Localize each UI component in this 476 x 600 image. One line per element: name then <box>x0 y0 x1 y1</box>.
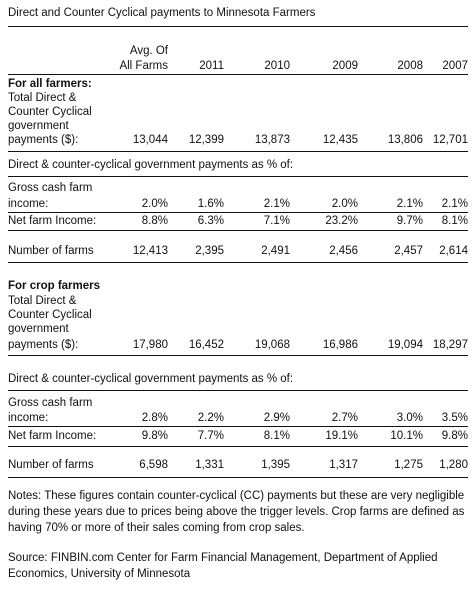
row-label-payments: government <box>8 323 69 335</box>
section-heading-all: For all farmers: <box>8 78 92 90</box>
row-label-net: Net farm Income: <box>8 430 97 442</box>
col-header-2011: 2011 <box>199 60 224 72</box>
section-heading-crop: For crop farmers <box>8 280 101 292</box>
col-header-2009: 2009 <box>332 60 358 72</box>
cell-value: 1,317 <box>329 459 358 471</box>
cell-value: 19,068 <box>254 339 290 351</box>
cell-value: 2.1% <box>396 198 423 210</box>
row-label-payments: Total Direct & <box>8 92 77 104</box>
cell-value: 8.1% <box>263 430 290 442</box>
cell-value: 8.1% <box>441 215 468 227</box>
cell-value: 2.0% <box>141 198 168 210</box>
col-header-avg: Avg. Of <box>129 45 168 57</box>
divider <box>8 477 468 478</box>
divider <box>8 151 468 152</box>
source-text: Source: FINBIN.com Center for Farm Finan… <box>8 552 438 580</box>
cell-value: 13,806 <box>387 134 423 146</box>
pct-heading: Direct & counter-cyclical government pay… <box>8 373 294 385</box>
divider <box>8 212 468 213</box>
cell-value: 1,275 <box>394 459 423 471</box>
cell-value: 12,413 <box>132 245 168 257</box>
cell-value: 17,980 <box>132 339 168 351</box>
row-label-payments: Counter Cyclical <box>8 106 92 118</box>
row-label-payments: Total Direct & <box>8 295 77 307</box>
cell-value: 12,701 <box>432 134 468 146</box>
row-label-gross: Gross cash farm <box>8 182 93 194</box>
cell-value: 2.1% <box>441 198 468 210</box>
cell-value: 16,986 <box>322 339 358 351</box>
cell-value: 13,044 <box>132 134 168 146</box>
page-title: Direct and Counter Cyclical payments to … <box>8 7 316 19</box>
divider <box>8 446 468 447</box>
cell-value: 3.5% <box>441 412 468 424</box>
cell-value: 23.2% <box>325 215 358 227</box>
cell-value: 13,873 <box>254 134 290 146</box>
row-label-payments: government <box>8 120 69 132</box>
cell-value: 1,280 <box>439 459 468 471</box>
divider <box>8 262 468 263</box>
cell-value: 9.8% <box>141 430 168 442</box>
col-header-2010: 2010 <box>264 60 290 72</box>
row-label-farms: Number of farms <box>8 245 94 257</box>
cell-value: 6.3% <box>197 215 224 227</box>
cell-value: 1.6% <box>197 198 224 210</box>
cell-value: 1,331 <box>195 459 224 471</box>
notes-text: Notes: These figures contain counter-cyc… <box>8 490 465 534</box>
cell-value: 2,395 <box>195 245 224 257</box>
cell-value: 2.8% <box>141 412 168 424</box>
row-label-gross: Gross cash farm <box>8 397 93 409</box>
cell-value: 7.1% <box>263 215 290 227</box>
cell-value: 12,435 <box>322 134 358 146</box>
divider <box>8 26 468 27</box>
row-label-gross: income: <box>8 412 49 424</box>
divider <box>8 176 468 177</box>
row-label-payments: Counter Cyclical <box>8 309 92 321</box>
cell-value: 19,094 <box>387 339 423 351</box>
col-header-2008: 2008 <box>397 60 423 72</box>
pct-heading: Direct & counter-cyclical government pay… <box>8 159 294 171</box>
cell-value: 19.1% <box>325 430 358 442</box>
divider <box>8 230 468 231</box>
col-header-2007: 2007 <box>442 60 468 72</box>
cell-value: 7.7% <box>197 430 224 442</box>
cell-value: 6,598 <box>139 459 168 471</box>
cell-value: 9.7% <box>396 215 423 227</box>
cell-value: 9.8% <box>441 430 468 442</box>
cell-value: 8.8% <box>141 215 168 227</box>
row-label-payments: payments ($): <box>8 339 79 351</box>
cell-value: 2,456 <box>329 245 358 257</box>
divider <box>8 355 468 356</box>
cell-value: 12,399 <box>188 134 224 146</box>
cell-value: 2.2% <box>197 412 224 424</box>
cell-value: 10.1% <box>390 430 423 442</box>
row-label-gross: income: <box>8 198 49 210</box>
cell-value: 2.9% <box>263 412 290 424</box>
cell-value: 18,297 <box>432 339 468 351</box>
row-label-net: Net farm Income: <box>8 215 97 227</box>
divider <box>8 426 468 427</box>
row-label-farms: Number of farms <box>8 459 94 471</box>
cell-value: 2,491 <box>261 245 290 257</box>
cell-value: 2.7% <box>331 412 358 424</box>
divider <box>8 74 468 75</box>
cell-value: 2,457 <box>394 245 423 257</box>
cell-value: 2,614 <box>439 245 468 257</box>
col-header-avg-sub: All Farms <box>119 60 168 72</box>
cell-value: 16,452 <box>188 339 224 351</box>
divider <box>8 390 468 391</box>
cell-value: 1,395 <box>261 459 290 471</box>
row-label-payments: payments ($): <box>8 134 79 146</box>
cell-value: 2.0% <box>331 198 358 210</box>
cell-value: 3.0% <box>396 412 423 424</box>
cell-value: 2.1% <box>263 198 290 210</box>
